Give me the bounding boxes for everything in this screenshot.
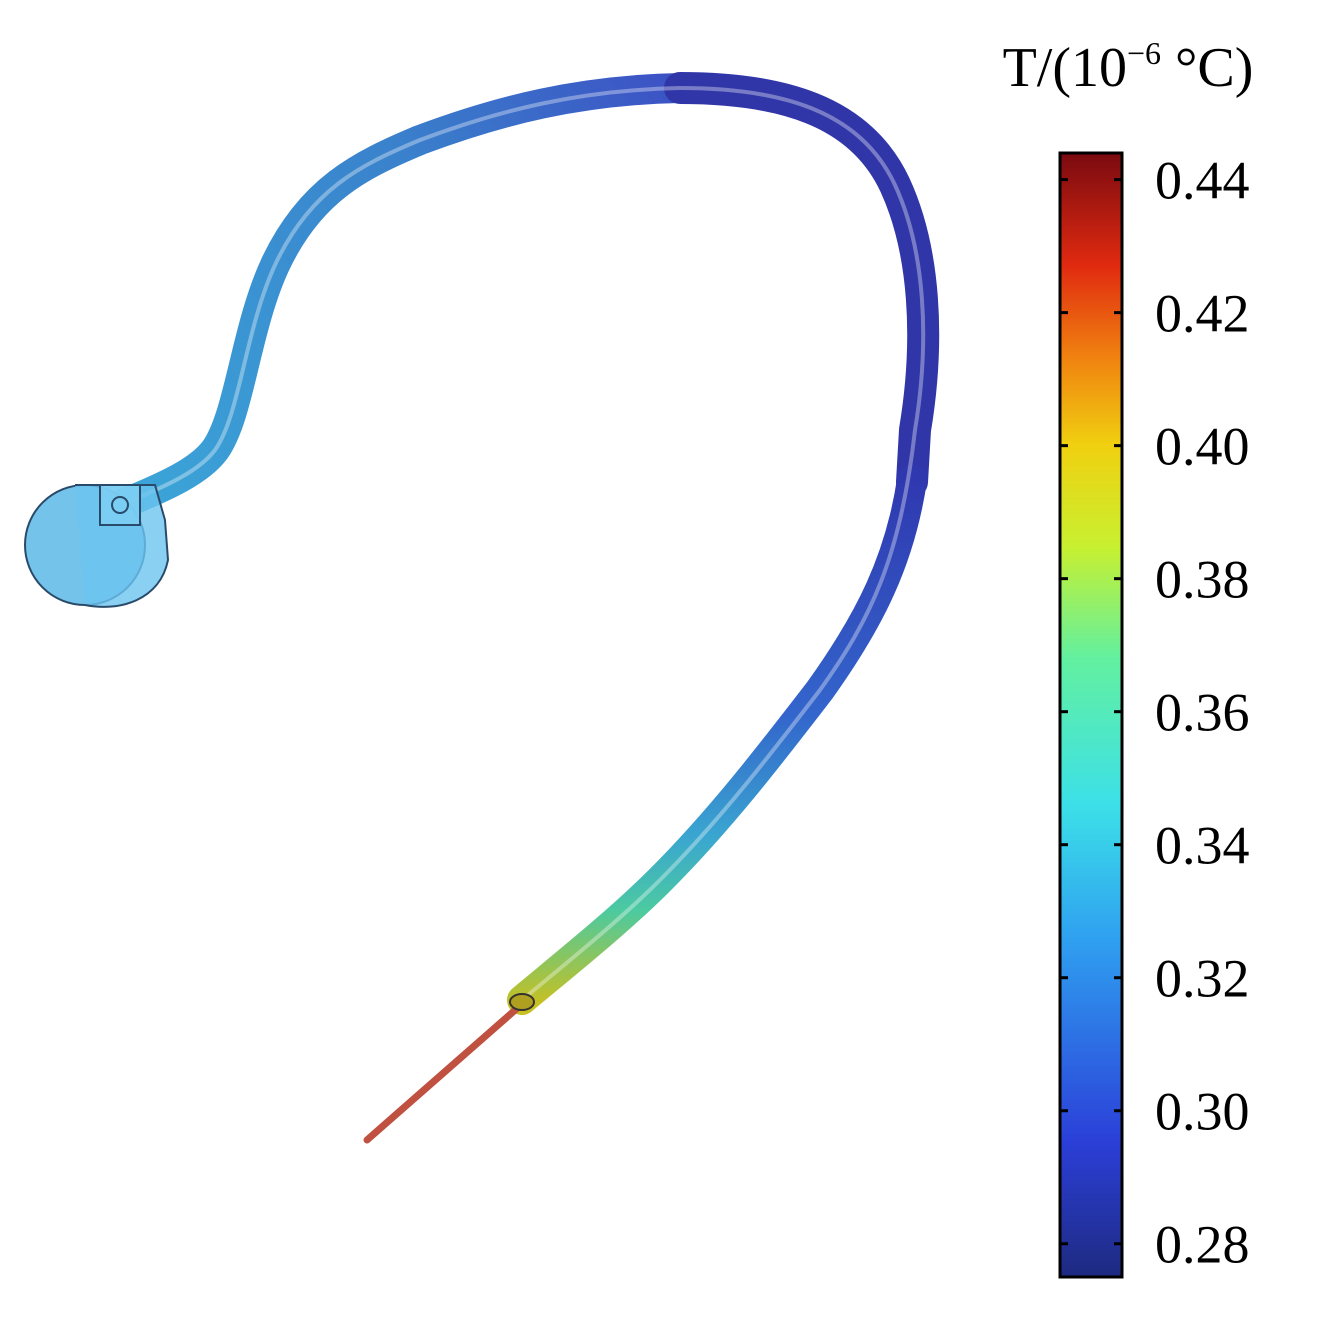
title-end: °C)	[1161, 37, 1253, 99]
colorbar	[1058, 151, 1124, 1279]
housing	[24, 484, 170, 608]
tick-label: 0.40	[1155, 417, 1250, 477]
tick-label: 0.32	[1155, 949, 1250, 1009]
tick-label: 0.28	[1155, 1215, 1250, 1275]
title-superscript: −6	[1127, 35, 1161, 71]
title-text: T/(10	[1003, 37, 1127, 99]
tick-label: 0.38	[1155, 550, 1250, 610]
tick-label: 0.34	[1155, 816, 1250, 876]
tick-label: 0.36	[1155, 683, 1250, 743]
colorbar-title: T/(10−6 °C)	[1003, 35, 1254, 99]
tick-label: 0.42	[1155, 284, 1250, 344]
tick-label: 0.30	[1155, 1082, 1250, 1142]
tube	[105, 72, 940, 1144]
tick-label: 0.44	[1155, 151, 1250, 211]
